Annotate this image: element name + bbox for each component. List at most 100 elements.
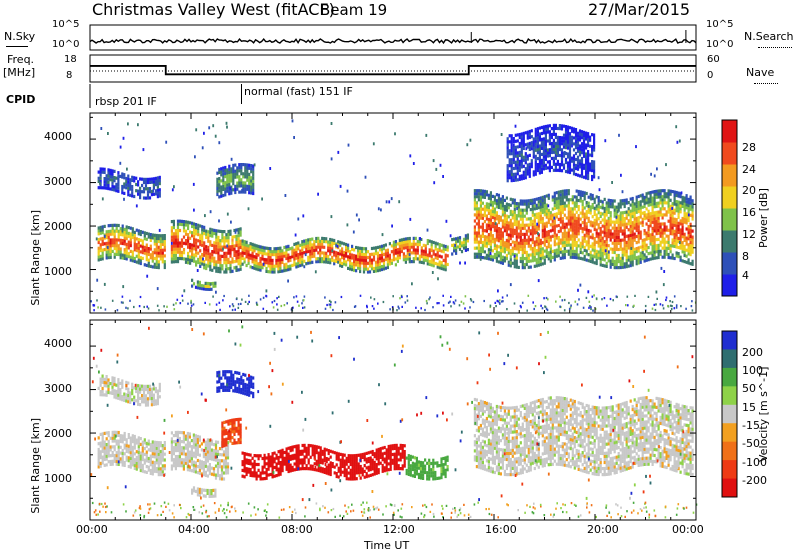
data-cell	[501, 198, 504, 202]
data-cell	[541, 232, 544, 236]
velocity-tick-label: 200	[742, 346, 763, 359]
data-cell	[139, 232, 142, 237]
data-cell	[621, 199, 624, 203]
data-cell	[655, 303, 657, 306]
data-cell	[577, 217, 580, 221]
data-cell	[103, 452, 106, 456]
data-cell	[271, 264, 274, 268]
data-cell	[247, 258, 250, 262]
data-cell	[536, 168, 539, 173]
data-cell	[585, 234, 588, 238]
data-cell	[171, 188, 174, 192]
data-cell	[545, 212, 548, 216]
data-cell	[333, 253, 336, 257]
data-cell	[530, 165, 533, 169]
data-cell	[362, 264, 366, 268]
data-cell	[679, 255, 682, 259]
data-cell	[520, 138, 523, 142]
data-cell	[533, 258, 536, 262]
data-cell	[548, 148, 551, 152]
data-cell	[655, 210, 658, 214]
data-cell	[601, 224, 604, 228]
nsearch-line-key	[758, 47, 792, 48]
data-cell	[107, 168, 110, 172]
data-cell	[362, 255, 366, 259]
data-cell	[571, 237, 574, 241]
data-cell	[585, 161, 588, 165]
data-cell	[587, 228, 590, 233]
data-cell	[129, 232, 132, 236]
data-cell	[191, 224, 194, 229]
data-cell	[149, 253, 152, 257]
data-cell	[404, 257, 407, 261]
data-cell	[289, 247, 292, 251]
data-cell	[273, 299, 276, 303]
data-cell	[125, 455, 128, 459]
data-cell	[111, 226, 114, 230]
data-cell	[557, 202, 560, 206]
data-cell	[545, 248, 548, 252]
data-cell	[507, 248, 510, 252]
data-cell	[252, 173, 255, 177]
data-cell	[145, 470, 148, 474]
data-cell	[558, 148, 561, 152]
data-cell	[127, 450, 130, 454]
data-cell	[506, 164, 509, 168]
data-cell	[545, 236, 548, 240]
data-cell	[651, 214, 654, 218]
data-cell	[657, 204, 660, 208]
data-cell	[607, 232, 610, 236]
data-cell	[576, 143, 580, 147]
data-cell	[575, 216, 578, 220]
data-cell	[109, 247, 112, 251]
data-cell	[157, 248, 160, 252]
data-cell	[243, 251, 246, 255]
data-cell	[669, 219, 672, 224]
data-cell	[599, 254, 602, 258]
data-cell	[293, 248, 296, 252]
data-cell	[115, 430, 118, 434]
data-cell	[534, 127, 537, 131]
data-cell	[422, 252, 425, 256]
data-cell	[655, 256, 658, 260]
data-cell	[637, 240, 640, 244]
data-cell	[374, 260, 378, 264]
data-cell	[440, 264, 443, 268]
data-cell	[170, 248, 173, 252]
data-cell	[113, 188, 116, 192]
data-cell	[536, 142, 539, 146]
data-cell	[639, 230, 642, 234]
data-cell	[627, 237, 630, 241]
data-cell	[552, 168, 555, 172]
data-cell	[147, 232, 150, 236]
data-cell	[663, 189, 666, 193]
data-cell	[153, 242, 156, 246]
data-cell	[525, 232, 528, 236]
data-cell	[301, 302, 303, 305]
data-cell	[216, 186, 219, 190]
data-cell	[485, 238, 488, 242]
data-cell	[230, 173, 233, 177]
data-cell	[661, 216, 664, 220]
data-cell	[127, 464, 130, 469]
data-cell	[238, 175, 241, 179]
data-cell	[575, 228, 578, 233]
data-cell	[139, 192, 142, 197]
data-cell	[229, 229, 232, 233]
data-cell	[568, 162, 572, 166]
data-cell	[617, 217, 620, 221]
data-cell	[550, 156, 553, 161]
data-cell	[633, 226, 636, 230]
data-cell	[123, 431, 126, 436]
data-cell	[324, 296, 326, 299]
data-cell	[509, 227, 512, 232]
data-cell	[376, 251, 380, 255]
data-cell	[525, 208, 528, 212]
data-cell	[215, 260, 218, 264]
data-cell	[133, 463, 136, 468]
data-cell	[512, 143, 515, 147]
data-cell	[137, 436, 140, 440]
data-cell	[619, 199, 622, 203]
data-cell	[572, 166, 576, 170]
data-cell	[513, 213, 516, 217]
